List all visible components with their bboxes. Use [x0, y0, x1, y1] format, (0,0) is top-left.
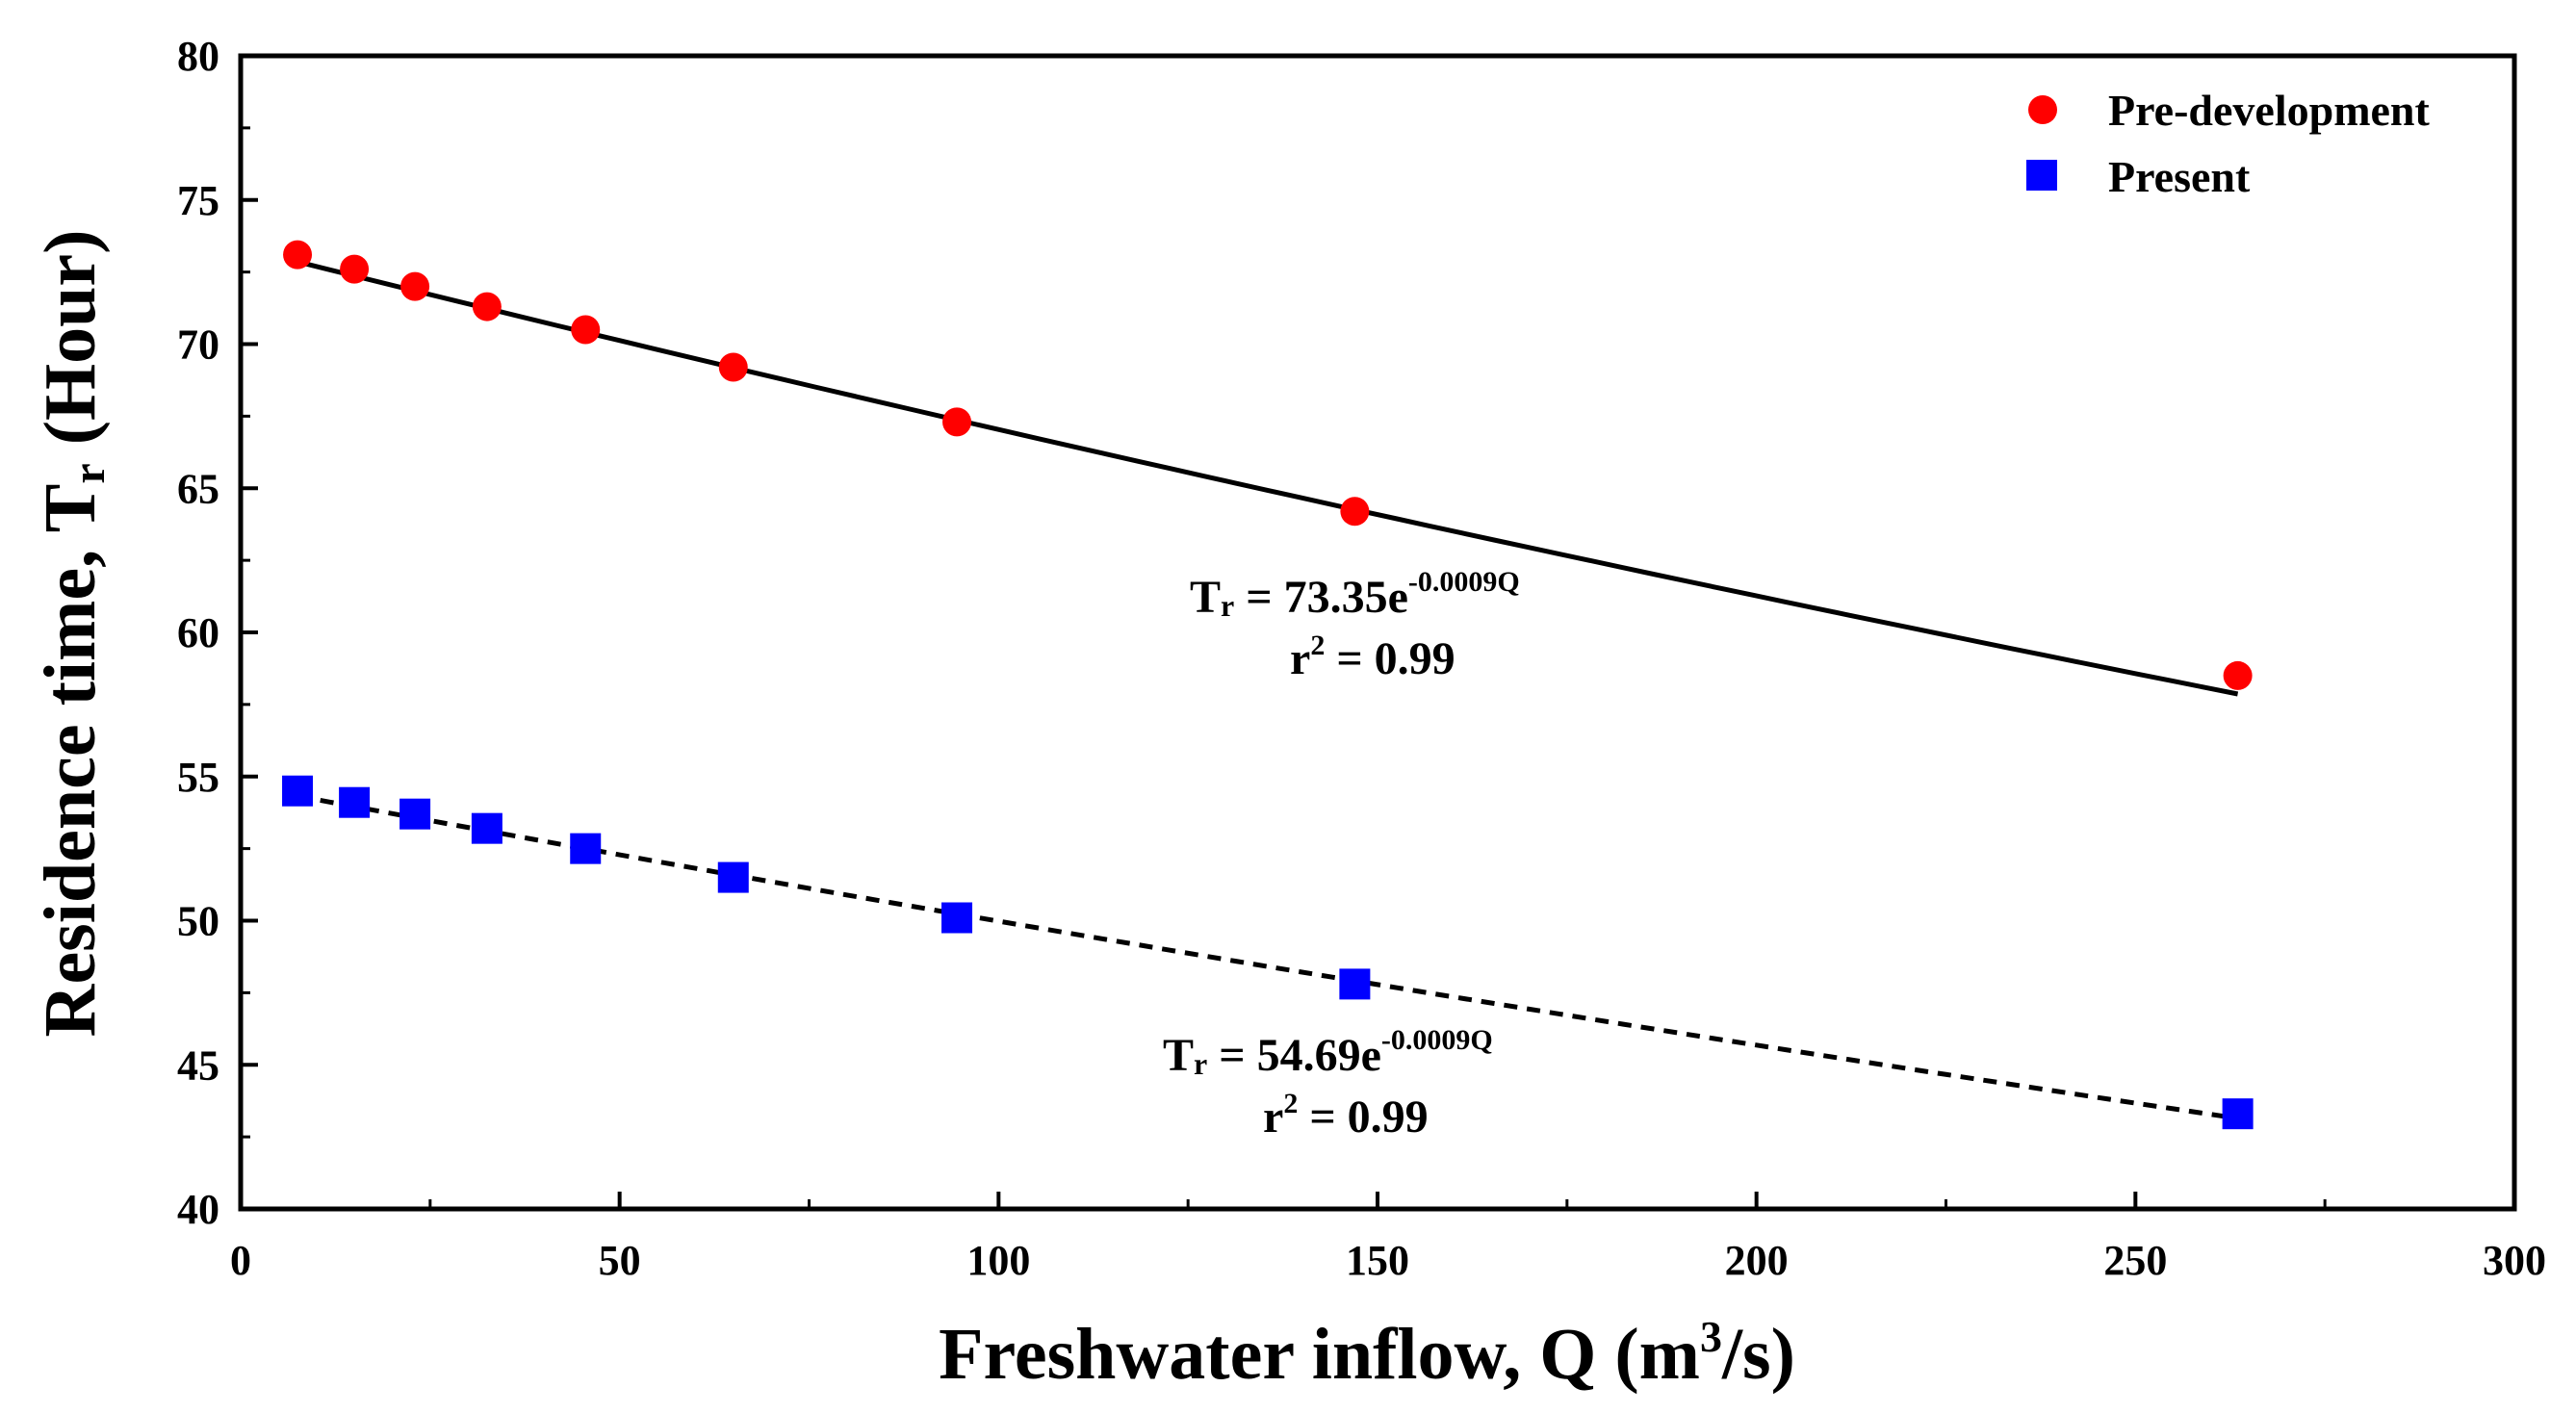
x-tick-label: 0 [230, 1237, 251, 1284]
data-point-present [941, 902, 973, 934]
x-tick-label: 150 [1346, 1237, 1409, 1284]
axis-ticks: 0 50 100 150 200 250 300 40 45 50 55 60 65 70 75 80 [177, 33, 2546, 1284]
data-point-pre-development [283, 240, 313, 270]
data-point-pre-development [1340, 497, 1370, 527]
y-tick-label: 45 [177, 1041, 219, 1089]
data-point-present [1339, 968, 1371, 1000]
data-point-pre-development [942, 407, 972, 437]
data-point-present [570, 833, 602, 864]
y-tick-label: 70 [177, 321, 219, 369]
legend: Pre-development Present [2026, 86, 2431, 201]
y-tick-label: 80 [177, 33, 219, 80]
y-axis-title: Residence time, Tr (Hour) [30, 230, 115, 1038]
y-tick-label: 50 [177, 898, 219, 945]
y-tick-label: 65 [177, 465, 219, 512]
x-tick-label: 50 [599, 1237, 641, 1284]
data-points [282, 240, 2254, 1130]
x-tick-label: 250 [2103, 1237, 2167, 1284]
x-tick-label: 200 [1725, 1237, 1789, 1284]
equation-present: Tr = 54.69e-0.0009Q [1163, 1024, 1493, 1081]
legend-marker-present [2026, 160, 2057, 191]
data-point-pre-development [400, 271, 430, 301]
data-point-pre-development [2223, 660, 2253, 690]
data-point-pre-development [571, 315, 601, 345]
r-squared-present: r2 = 0.99 [1263, 1088, 1429, 1143]
plot-frame [238, 53, 2517, 1212]
legend-marker-pre-development [2028, 95, 2057, 124]
r-squared-pre-development: r2 = 0.99 [1290, 629, 1455, 684]
y-tick-label: 55 [177, 754, 219, 801]
data-point-present [717, 861, 749, 893]
data-point-present [471, 812, 502, 844]
x-tick-label: 100 [966, 1237, 1030, 1284]
x-tick-label: 300 [2483, 1237, 2546, 1284]
x-axis-title: Freshwater inflow, Q (m3/s) [939, 1312, 1795, 1395]
fit-lines [296, 259, 2239, 1121]
data-point-present [282, 775, 314, 807]
legend-label-pre-development: Pre-development [2108, 86, 2431, 135]
y-tick-label: 40 [177, 1186, 219, 1233]
data-point-pre-development [718, 352, 748, 382]
data-point-present [399, 798, 431, 830]
equation-pre-development: Tr = 73.35e-0.0009Q [1190, 566, 1520, 623]
y-tick-label: 75 [177, 177, 219, 224]
data-point-pre-development [472, 292, 502, 321]
fit-line-pre-development [296, 259, 2239, 697]
y-tick-label: 60 [177, 609, 219, 656]
data-point-present [2222, 1098, 2254, 1130]
fit-line-present [296, 793, 2238, 1121]
data-point-pre-development [340, 254, 370, 284]
legend-label-present: Present [2108, 152, 2251, 201]
data-point-present [339, 786, 371, 818]
